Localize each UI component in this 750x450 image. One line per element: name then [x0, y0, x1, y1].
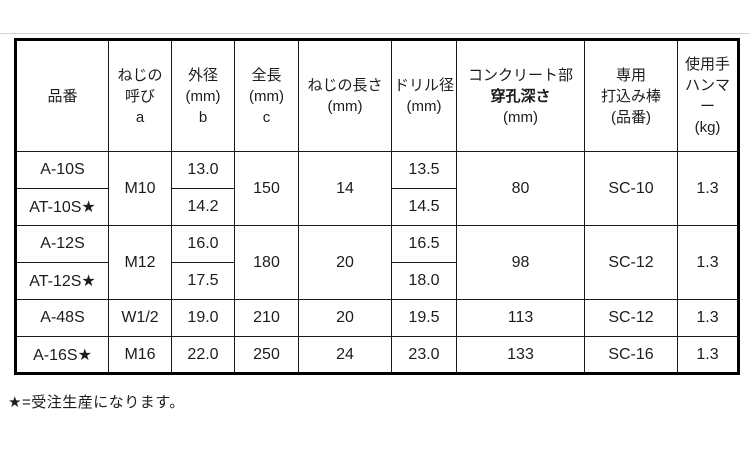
cell-driving-rod: SC-10 — [584, 151, 678, 226]
table-row: A-16S★ M16 22.0 250 24 23.0 133 SC-16 1.… — [15, 336, 739, 374]
table-row: A-10S M10 13.0 150 14 13.5 80 SC-10 1.3 — [15, 151, 739, 226]
cell-product-no: A-16S★ — [15, 336, 109, 374]
cell-drilling-depth: 133 — [456, 336, 585, 374]
col-header-overall-length: 全長 (mm) c — [234, 39, 299, 152]
header-label: 呼び — [124, 87, 155, 105]
cell-hammer: 1.3 — [677, 336, 739, 374]
header-label: a — [135, 108, 145, 126]
cell-drill-dia: 19.5 — [391, 299, 457, 337]
col-header-drill-dia: ドリル径 (mm) — [391, 39, 457, 152]
cell-overall-length: 150 — [234, 151, 299, 226]
cell-outer-dia: 17.5 — [171, 262, 235, 300]
table-row: AT-10S★ 14.2 14.5 — [15, 188, 739, 226]
cell-product-no: A-10S — [15, 151, 109, 189]
header-label: (mm) — [503, 108, 538, 126]
made-to-order-footnote: ★=受注生産になります。 — [8, 394, 185, 411]
header-label: ねじの — [117, 66, 163, 84]
header-label: ねじの長さ — [307, 77, 383, 94]
cell-thread-size: W1/2 — [108, 299, 172, 337]
cell-hammer: 1.3 — [677, 225, 739, 300]
header-label: (kg) — [694, 119, 721, 136]
header-label: (mm) — [249, 87, 284, 105]
cell-thread-size: M10 — [108, 151, 172, 226]
cell-drilling-depth: 80 — [456, 151, 585, 226]
col-header-product-no: 品番 — [15, 39, 109, 152]
table-row: A-12S M12 16.0 180 20 16.5 98 SC-12 1.3 — [15, 225, 739, 300]
header-label: (品番) — [611, 108, 651, 126]
cell-outer-dia: 14.2 — [171, 188, 235, 226]
cell-overall-length: 180 — [234, 225, 299, 300]
header-label: c — [262, 108, 271, 126]
header-label: ハンマー — [684, 77, 730, 115]
col-header-hammer: 使用手 ハンマー (kg) — [677, 39, 739, 152]
cell-driving-rod: SC-12 — [584, 299, 678, 337]
col-header-driving-rod: 専用 打込み棒 (品番) — [584, 39, 678, 152]
col-header-thread-size: ねじの 呼び a — [108, 39, 172, 152]
cell-outer-dia: 19.0 — [171, 299, 235, 337]
header-label: ドリル径 — [393, 77, 454, 94]
header-label: 全長 — [251, 66, 282, 84]
col-header-thread-length: ねじの長さ (mm) — [298, 39, 392, 152]
table-row: AT-12S★ 17.5 18.0 — [15, 262, 739, 300]
cell-hammer: 1.3 — [677, 151, 739, 226]
cell-hammer: 1.3 — [677, 299, 739, 337]
header-label: 専用 — [615, 66, 646, 84]
header-label: 打込み棒 — [600, 87, 661, 105]
cell-drill-dia: 14.5 — [391, 188, 457, 226]
cell-drill-dia: 18.0 — [391, 262, 457, 300]
cell-outer-dia: 13.0 — [171, 151, 235, 189]
header-label: 外径 — [187, 66, 218, 84]
col-header-drilling-depth: コンクリート部 穿孔深さ (mm) — [456, 39, 585, 152]
cell-product-no: A-48S — [15, 299, 109, 337]
header-label: b — [198, 108, 208, 126]
header-label: (mm) — [185, 87, 221, 105]
cell-outer-dia: 16.0 — [171, 225, 235, 263]
cell-drilling-depth: 98 — [456, 225, 585, 300]
cell-thread-length: 20 — [298, 299, 392, 337]
col-header-outer-dia: 外径 (mm) b — [171, 39, 235, 152]
cell-drilling-depth: 113 — [456, 299, 585, 337]
cell-drill-dia: 13.5 — [391, 151, 457, 189]
cell-overall-length: 210 — [234, 299, 299, 337]
cell-product-no: AT-12S★ — [15, 262, 109, 300]
cell-outer-dia: 22.0 — [171, 336, 235, 374]
cell-product-no: A-12S — [15, 225, 109, 263]
cell-thread-length: 20 — [298, 225, 392, 300]
cell-drill-dia: 23.0 — [391, 336, 457, 374]
cell-drill-dia: 16.5 — [391, 225, 457, 263]
cell-product-no: AT-10S★ — [15, 188, 109, 226]
cell-driving-rod: SC-12 — [584, 225, 678, 300]
header-label: コンクリート部 — [467, 66, 573, 84]
cell-overall-length: 250 — [234, 336, 299, 374]
top-divider-line — [0, 33, 750, 34]
header-label-bold: 穿孔深さ — [490, 87, 551, 105]
header-row: 品番 ねじの 呼び a 外径 (mm) b 全長 (mm) c — [15, 39, 739, 152]
cell-thread-size: M16 — [108, 336, 172, 374]
cell-thread-length: 14 — [298, 151, 392, 226]
cell-thread-size: M12 — [108, 225, 172, 300]
cell-driving-rod: SC-16 — [584, 336, 678, 374]
cell-thread-length: 24 — [298, 336, 392, 374]
header-label: 使用手 — [684, 56, 730, 73]
anchor-spec-table: 品番 ねじの 呼び a 外径 (mm) b 全長 (mm) c — [14, 38, 740, 375]
header-label: 品番 — [47, 87, 78, 105]
table-row: A-48S W1/2 19.0 210 20 19.5 113 SC-12 1.… — [15, 299, 739, 337]
header-label: (mm) — [327, 98, 363, 115]
header-label: (mm) — [406, 98, 442, 115]
